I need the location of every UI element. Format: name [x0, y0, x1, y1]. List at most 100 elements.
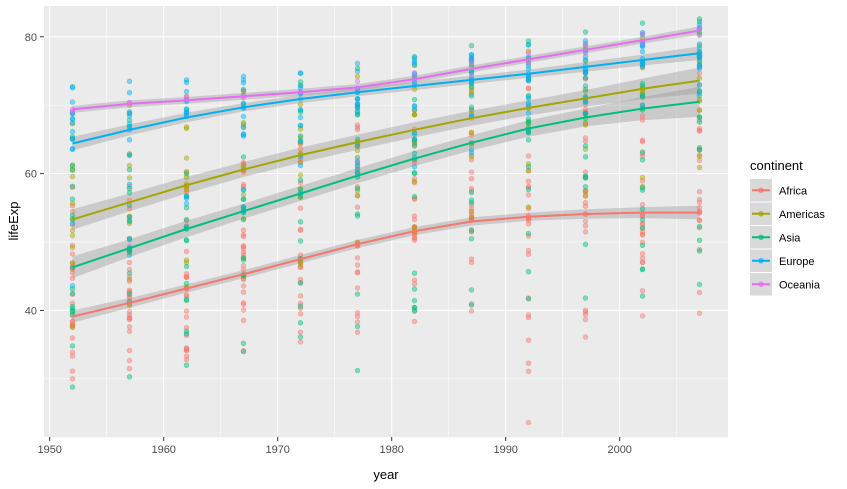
data-point-asia	[69, 343, 76, 349]
data-point-asia	[696, 114, 703, 120]
data-point-africa	[240, 300, 247, 306]
data-point-americas	[69, 244, 76, 251]
data-point-americas	[183, 187, 190, 193]
data-point-africa	[525, 337, 532, 343]
data-point-americas	[525, 204, 532, 210]
data-point-europe	[525, 78, 532, 84]
data-point-americas	[468, 208, 475, 214]
data-point-asia	[411, 170, 418, 177]
data-point-americas	[354, 147, 361, 154]
legend-label-europe: Europe	[779, 256, 814, 268]
data-point-africa	[354, 204, 361, 210]
x-tick-label: 1980	[379, 444, 403, 456]
x-tick-label: 1960	[151, 444, 175, 456]
data-point-africa	[639, 117, 646, 123]
data-point-europe	[240, 101, 247, 108]
data-point-americas	[69, 260, 76, 266]
data-point-asia	[183, 217, 190, 223]
data-point-europe	[411, 103, 418, 110]
data-point-americas	[468, 91, 475, 98]
data-point-asia	[468, 236, 475, 242]
data-point-asia	[183, 171, 190, 177]
data-point-africa	[696, 196, 703, 203]
data-point-asia	[468, 189, 475, 196]
data-point-asia	[183, 296, 190, 303]
confidence-band-africa	[72, 205, 700, 323]
data-point-asia	[297, 133, 304, 139]
data-point-americas	[468, 129, 475, 136]
y-axis-title: lifeExp	[6, 201, 21, 240]
data-point-africa	[183, 353, 190, 359]
data-point-europe	[639, 48, 646, 55]
data-point-africa	[639, 259, 646, 266]
legend-label-asia: Asia	[779, 232, 801, 244]
legend-label-africa: Africa	[779, 185, 808, 197]
data-point-europe	[183, 193, 190, 200]
data-point-americas	[468, 214, 475, 221]
data-point-asia	[639, 92, 646, 98]
data-point-americas	[696, 164, 703, 171]
data-point-europe	[582, 38, 589, 44]
data-point-americas	[696, 75, 703, 81]
data-point-africa	[582, 203, 589, 209]
y-axis: 40 60 80	[25, 32, 44, 317]
data-point-europe	[639, 30, 646, 36]
data-point-europe	[126, 214, 133, 220]
data-point-europe	[69, 220, 76, 227]
data-point-asia	[468, 287, 475, 293]
data-point-europe	[468, 146, 475, 153]
data-point-americas	[582, 120, 589, 126]
y-tick-label: 80	[25, 32, 37, 44]
data-point-europe	[639, 43, 646, 50]
trend-line-americas	[72, 79, 700, 221]
legend-title: continent	[750, 158, 803, 173]
data-point-africa	[639, 153, 646, 159]
data-point-africa	[582, 223, 589, 229]
data-point-africa	[297, 311, 304, 317]
data-point-africa	[240, 233, 247, 240]
data-point-asia	[297, 280, 304, 286]
data-point-europe	[69, 283, 76, 289]
data-point-europe	[696, 64, 703, 70]
data-point-africa	[69, 208, 76, 215]
data-point-africa	[297, 329, 304, 335]
trend-line-asia	[72, 100, 700, 269]
data-point-africa	[411, 318, 418, 325]
data-point-asia	[69, 308, 76, 314]
data-point-europe	[240, 187, 247, 193]
data-point-asia	[126, 291, 133, 297]
data-point-africa	[525, 85, 532, 92]
data-point-africa	[240, 301, 247, 307]
data-point-asia	[639, 206, 646, 212]
data-point-europe	[126, 137, 133, 143]
data-point-asia	[69, 303, 76, 310]
data-point-africa	[696, 189, 703, 195]
data-point-asia	[183, 328, 190, 334]
data-point-africa	[525, 251, 532, 257]
data-point-africa	[183, 248, 190, 255]
data-point-asia	[126, 235, 133, 242]
data-point-asia	[297, 177, 304, 183]
data-point-africa	[240, 183, 247, 190]
data-point-africa	[639, 139, 646, 145]
data-point-africa	[69, 251, 76, 257]
data-point-africa	[696, 128, 703, 134]
data-point-americas	[468, 153, 475, 160]
data-point-europe	[126, 152, 133, 158]
data-point-oceania	[354, 78, 361, 85]
data-point-africa	[297, 205, 304, 211]
data-point-africa	[126, 315, 133, 322]
data-point-africa	[639, 113, 646, 119]
data-point-oceania	[468, 59, 475, 65]
data-point-americas	[126, 151, 133, 157]
data-point-asia	[639, 217, 646, 223]
legend-key-point	[758, 281, 764, 287]
data-point-americas	[69, 324, 76, 330]
data-point-asia	[696, 223, 703, 230]
data-point-oceania	[696, 32, 703, 39]
legend-key-point	[758, 211, 764, 217]
data-point-asia	[69, 290, 76, 297]
data-point-asia	[582, 29, 589, 35]
data-point-europe	[354, 143, 361, 149]
data-point-europe	[411, 59, 418, 66]
